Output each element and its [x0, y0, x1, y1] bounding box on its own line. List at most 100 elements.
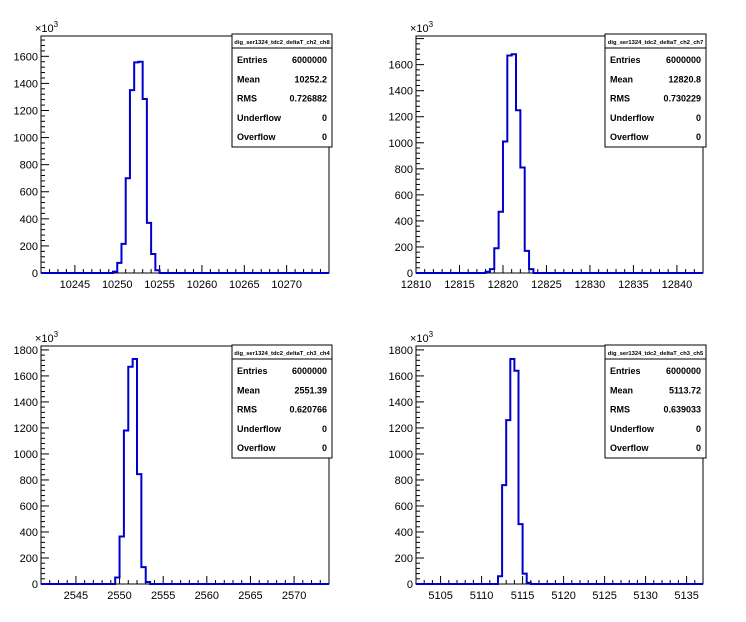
stats-row-label: Overflow: [237, 443, 277, 453]
exponent-base: ×10: [35, 23, 54, 35]
y-tick-label: 600: [395, 190, 413, 202]
x-tick-label: 10260: [187, 279, 218, 291]
stats-box-frame: [604, 33, 707, 148]
y-tick-label: 0: [32, 579, 38, 591]
stats-box-title: dig_ser1324_tdc2_deltaT_ch2_ch7: [608, 40, 703, 46]
stats-row-label: Overflow: [237, 132, 277, 142]
stats-row-value: 0: [322, 443, 327, 453]
y-tick-label: 1400: [389, 397, 413, 409]
y-tick-label: 200: [20, 553, 38, 565]
stats-box-frame: [604, 344, 707, 459]
histogram-line: [416, 358, 703, 585]
stats-row-label: Mean: [610, 385, 633, 395]
stats-row-label: RMS: [610, 94, 630, 104]
stats-row-label: Overflow: [610, 443, 650, 453]
stats-box-frame: [231, 344, 333, 459]
y-tick-label: 1800: [389, 345, 413, 357]
histogram-line: [41, 358, 329, 585]
y-tick-label: 1000: [389, 138, 413, 150]
exponent-base: ×10: [35, 333, 54, 345]
stats-row-label: Overflow: [610, 132, 650, 142]
stats-box: dig_ser1324_tdc2_deltaT_ch3_ch5 Entries 60…: [604, 344, 707, 459]
x-tick-label: 10265: [229, 279, 260, 291]
stats-row-value: 2551.39: [294, 385, 327, 395]
y-tick-label: 400: [20, 527, 38, 539]
stats-row-value: 10252.2: [294, 74, 327, 84]
stats-row-label: Underflow: [610, 113, 655, 123]
stats-row-value: 0: [322, 424, 327, 434]
histogram-panel: 2545 2550 2555 2560 2565 2570 0 200 400 600 800 100…: [14, 330, 333, 602]
stats-row-label: Underflow: [237, 113, 282, 123]
stats-row-label: RMS: [237, 94, 257, 104]
stats-row-label: Underflow: [237, 424, 282, 434]
y-tick-label: 800: [20, 475, 38, 487]
x-tick-label: 5120: [551, 590, 575, 602]
x-tick-label: 5125: [592, 590, 616, 602]
stats-row-value: 6000000: [666, 366, 701, 376]
y-tick-label: 1200: [14, 423, 38, 435]
y-tick-label: 0: [407, 268, 413, 280]
y-tick-label: 800: [20, 160, 38, 172]
y-tick-label: 600: [20, 501, 38, 513]
y-tick-label: 1400: [14, 397, 38, 409]
stats-row-value: 0: [696, 443, 701, 453]
stats-row-value: 6000000: [292, 55, 327, 65]
x-tick-label: 2550: [107, 590, 131, 602]
y-tick-label: 1200: [14, 105, 38, 117]
y-exponent-label: ×103: [35, 330, 59, 345]
exponent-power: 3: [429, 330, 434, 339]
stats-row-label: Entries: [237, 55, 268, 65]
stats-box-title: dig_ser1324_tdc2_deltaT_ch2_ch8: [234, 40, 330, 46]
stats-row-value: 0: [322, 132, 327, 142]
x-tick-label: 5110: [470, 590, 494, 602]
y-exponent-label: ×103: [410, 330, 434, 345]
y-tick-label: 200: [395, 242, 413, 254]
histogram-panel: 10245 10250 10255 10260 10265 10270 0 200 400 600…: [14, 20, 333, 291]
stats-row-value: 6000000: [666, 55, 701, 65]
y-tick-label: 1600: [14, 51, 38, 63]
stats-box-title: dig_ser1324_tdc2_deltaT_ch3_ch4: [234, 351, 330, 357]
x-tick-label: 10255: [144, 279, 175, 291]
histogram-panel: 5105 5110 5115 5120 5125 5130 5135 0 200 400 600 80…: [389, 330, 707, 602]
histogram-line: [41, 60, 329, 274]
x-tick-label: 5130: [633, 590, 657, 602]
stats-row-label: RMS: [237, 405, 257, 415]
x-tick-label: 2555: [151, 590, 175, 602]
x-tick-label: 12820: [488, 279, 519, 291]
stats-row-label: Mean: [237, 74, 260, 84]
x-tick-label: 12840: [662, 279, 693, 291]
stats-row-value: 0: [696, 424, 701, 434]
stats-box: dig_ser1324_tdc2_deltaT_ch3_ch4 Entries 60…: [231, 344, 333, 459]
y-tick-label: 400: [395, 527, 413, 539]
stats-box: dig_ser1324_tdc2_deltaT_ch2_ch7 Entries 60…: [604, 33, 707, 148]
y-tick-label: 1400: [389, 86, 413, 98]
stats-row-value: 0: [696, 113, 701, 123]
y-tick-label: 800: [395, 475, 413, 487]
y-tick-label: 1600: [389, 371, 413, 383]
stats-row-label: Entries: [610, 55, 641, 65]
stats-row-value: 0.620766: [289, 405, 327, 415]
x-tick-label: 2560: [195, 590, 219, 602]
stats-row-label: RMS: [610, 405, 630, 415]
x-tick-label: 12810: [401, 279, 432, 291]
exponent-base: ×10: [410, 23, 429, 35]
histogram-line: [416, 53, 703, 274]
y-tick-label: 1400: [14, 78, 38, 90]
stats-box: dig_ser1324_tdc2_deltaT_ch2_ch8 Entries 60…: [231, 33, 333, 148]
y-tick-label: 200: [395, 553, 413, 565]
y-tick-label: 1600: [389, 60, 413, 72]
x-tick-label: 5135: [674, 590, 698, 602]
y-tick-label: 1200: [389, 112, 413, 124]
x-tick-label: 10245: [60, 279, 91, 291]
stats-row-value: 0.639033: [663, 405, 701, 415]
stats-row-value: 0: [322, 113, 327, 123]
y-tick-label: 1800: [14, 345, 38, 357]
histogram-panel: 12810 12815 12820 12825 12830 12835 12840 0 200 4…: [389, 20, 707, 291]
y-tick-label: 800: [395, 164, 413, 176]
x-tick-label: 12825: [531, 279, 562, 291]
stats-row-value: 0: [696, 132, 701, 142]
y-tick-label: 0: [32, 268, 38, 280]
stats-row-value: 0.730229: [663, 94, 701, 104]
y-tick-label: 400: [395, 216, 413, 228]
